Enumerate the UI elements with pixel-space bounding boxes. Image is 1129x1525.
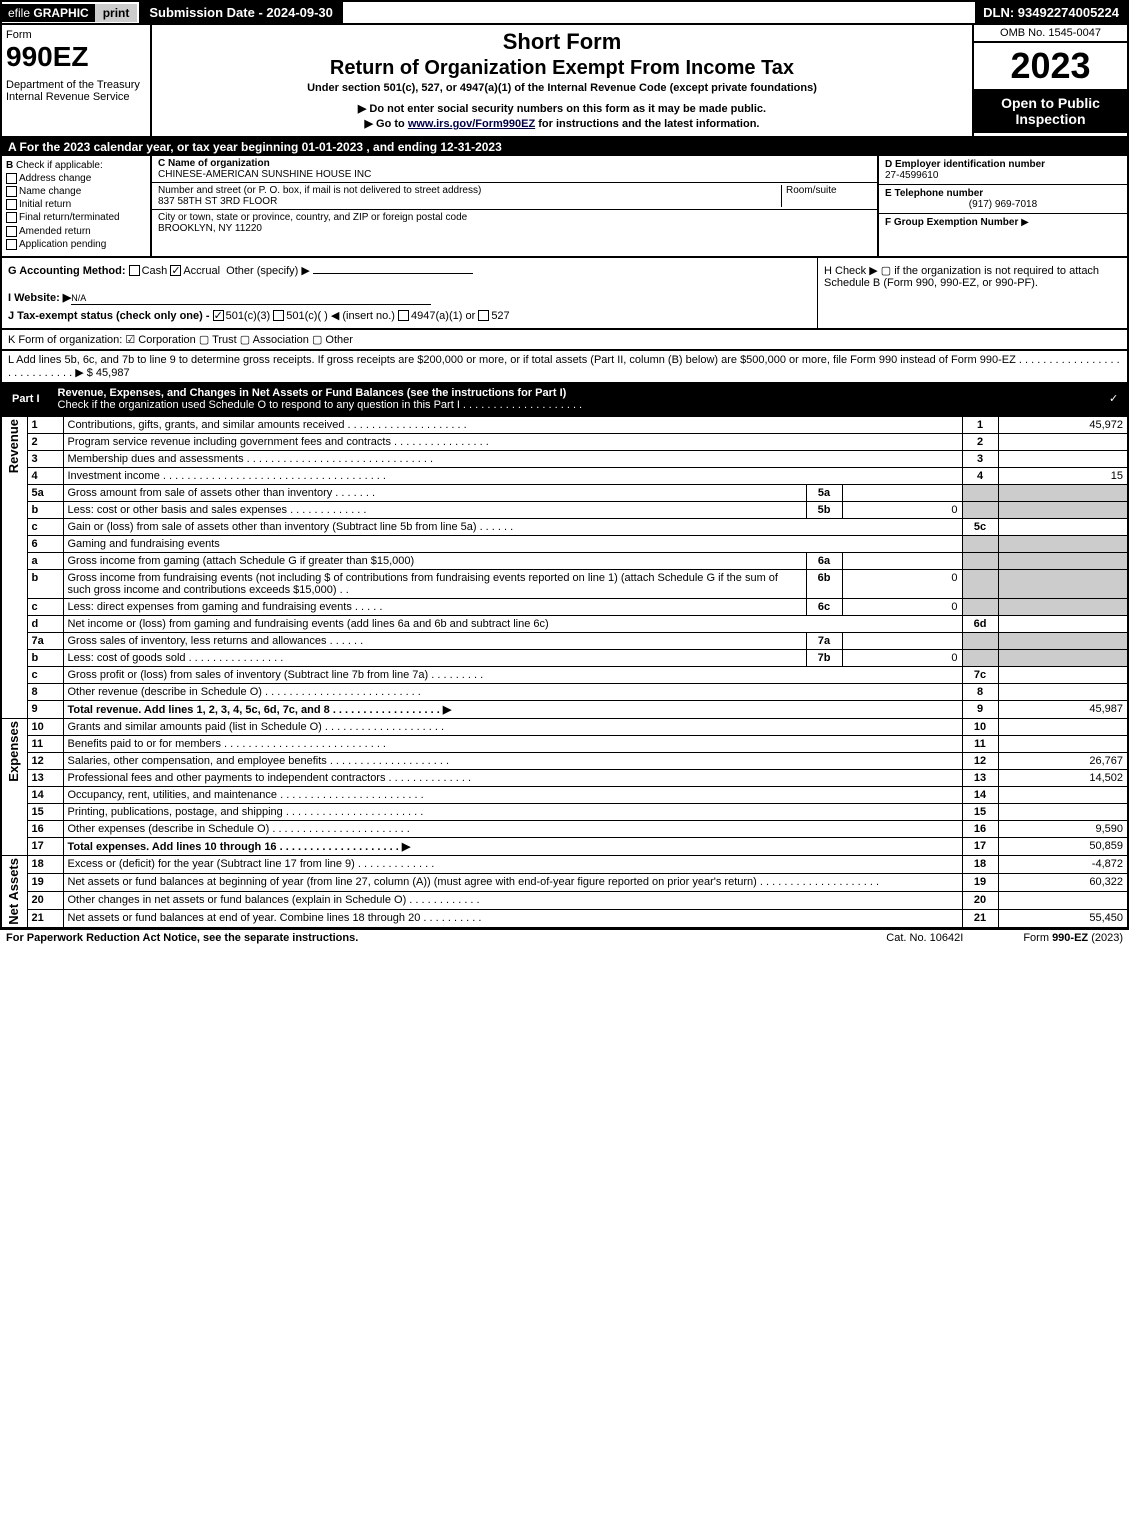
group-arrow: ▶	[1021, 217, 1029, 228]
city-label: City or town, state or province, country…	[158, 212, 467, 223]
line-19-value: 60,322	[998, 873, 1128, 891]
submission-date: Submission Date - 2024-09-30	[139, 2, 343, 23]
c-name-label: C Name of organization	[158, 158, 270, 169]
form-header: Form 990EZ Department of the Treasury In…	[0, 25, 1129, 138]
line-17-total-expenses: 50,859	[998, 837, 1128, 855]
omb-number: OMB No. 1545-0047	[974, 25, 1127, 43]
line-12-value: 26,767	[998, 752, 1128, 769]
section-ghij: G Accounting Method: Cash Accrual Other …	[0, 258, 1129, 330]
line-1-value: 45,972	[998, 416, 1128, 433]
line-k: K Form of organization: ☑ Corporation ▢ …	[0, 330, 1129, 351]
line-4-value: 15	[998, 467, 1128, 484]
g-left: G Accounting Method: Cash Accrual Other …	[2, 258, 817, 328]
revenue-side-label: Revenue	[1, 416, 27, 718]
part-1-schedule-o-check[interactable]	[1108, 393, 1127, 405]
chk-4947[interactable]	[398, 310, 409, 321]
chk-accrual[interactable]	[170, 265, 181, 276]
chk-name-change[interactable]: Name change	[6, 186, 146, 197]
line-18-value: -4,872	[998, 855, 1128, 873]
subtitle-2: ▶ Do not enter social security numbers o…	[160, 102, 964, 115]
paperwork-notice: For Paperwork Reduction Act Notice, see …	[6, 932, 358, 944]
box-d-e-f: D Employer identification number 27-4599…	[877, 156, 1127, 256]
chk-application-pending[interactable]: Application pending	[6, 239, 146, 250]
line-21-value: 55,450	[998, 909, 1128, 927]
tel-value: (917) 969-7018	[885, 199, 1121, 210]
department-label: Department of the Treasury Internal Reve…	[6, 79, 146, 103]
line-j: J Tax-exempt status (check only one) - 5…	[8, 309, 811, 322]
part-1-title: Revenue, Expenses, and Changes in Net As…	[50, 384, 1108, 414]
line-h: H Check ▶ ▢ if the organization is not r…	[817, 258, 1127, 328]
irs-link[interactable]: www.irs.gov/Form990EZ	[408, 118, 535, 130]
org-address: 837 58TH ST 3RD FLOOR	[158, 196, 277, 207]
efile-label: efile GRAPHIC	[2, 4, 95, 22]
chk-final-return[interactable]: Final return/terminated	[6, 212, 146, 223]
chk-initial-return[interactable]: Initial return	[6, 199, 146, 210]
ein-label: D Employer identification number	[885, 159, 1045, 170]
org-name: CHINESE-AMERICAN SUNSHINE HOUSE INC	[158, 169, 371, 180]
line-9-total-revenue: 45,987	[998, 700, 1128, 718]
ein-value: 27-4599610	[885, 170, 938, 181]
line-l: L Add lines 5b, 6c, and 7b to line 9 to …	[0, 351, 1129, 384]
chk-amended-return[interactable]: Amended return	[6, 226, 146, 237]
part-1-table: Revenue 1 Contributions, gifts, grants, …	[0, 416, 1129, 929]
tel-label: E Telephone number	[885, 188, 983, 199]
top-bar: efile GRAPHIC print Submission Date - 20…	[0, 0, 1129, 25]
main-title: Return of Organization Exempt From Incom…	[160, 57, 964, 80]
part-1-num: Part I	[2, 390, 50, 408]
print-button[interactable]: print	[95, 4, 138, 22]
part-1-header: Part I Revenue, Expenses, and Changes in…	[0, 384, 1129, 416]
subtitle-1: Under section 501(c), 527, or 4947(a)(1)…	[160, 82, 964, 94]
form-number: 990EZ	[6, 41, 146, 73]
open-to-public: Open to Public Inspection	[974, 89, 1127, 133]
short-form-title: Short Form	[160, 29, 964, 55]
box-c: C Name of organization CHINESE-AMERICAN …	[152, 156, 877, 256]
line-16-value: 9,590	[998, 820, 1128, 837]
chk-cash[interactable]	[129, 265, 140, 276]
netassets-side-label: Net Assets	[1, 855, 27, 927]
line-i: I Website: ▶N/A	[8, 291, 811, 305]
chk-501c[interactable]	[273, 310, 284, 321]
box-b: B Check if applicable: Address change Na…	[2, 156, 152, 256]
addr-label: Number and street (or P. O. box, if mail…	[158, 185, 481, 196]
room-label: Room/suite	[786, 185, 837, 196]
info-block: B Check if applicable: Address change Na…	[0, 156, 1129, 258]
chk-501c3[interactable]	[213, 310, 224, 321]
subtitle-3: ▶ Go to www.irs.gov/Form990EZ for instru…	[160, 117, 964, 130]
tax-year: 2023	[974, 43, 1127, 89]
chk-address-change[interactable]: Address change	[6, 173, 146, 184]
line-g: G Accounting Method: Cash Accrual Other …	[8, 264, 811, 277]
dln-label: DLN: 93492274005224	[975, 2, 1127, 23]
line-13-value: 14,502	[998, 769, 1128, 786]
line-1-desc: Contributions, gifts, grants, and simila…	[63, 416, 962, 433]
catalog-number: Cat. No. 10642I	[886, 932, 963, 944]
header-left: Form 990EZ Department of the Treasury In…	[2, 25, 152, 136]
page-footer: For Paperwork Reduction Act Notice, see …	[0, 929, 1129, 946]
org-city: BROOKLYN, NY 11220	[158, 223, 262, 234]
form-ref: Form 990-EZ (2023)	[1023, 932, 1123, 944]
expenses-side-label: Expenses	[1, 718, 27, 855]
chk-527[interactable]	[478, 310, 489, 321]
header-right: OMB No. 1545-0047 2023 Open to Public In…	[972, 25, 1127, 136]
header-center: Short Form Return of Organization Exempt…	[152, 25, 972, 136]
form-word: Form	[6, 29, 146, 41]
group-exemption-label: F Group Exemption Number	[885, 217, 1018, 228]
row-a-tax-year: A For the 2023 calendar year, or tax yea…	[0, 138, 1129, 156]
